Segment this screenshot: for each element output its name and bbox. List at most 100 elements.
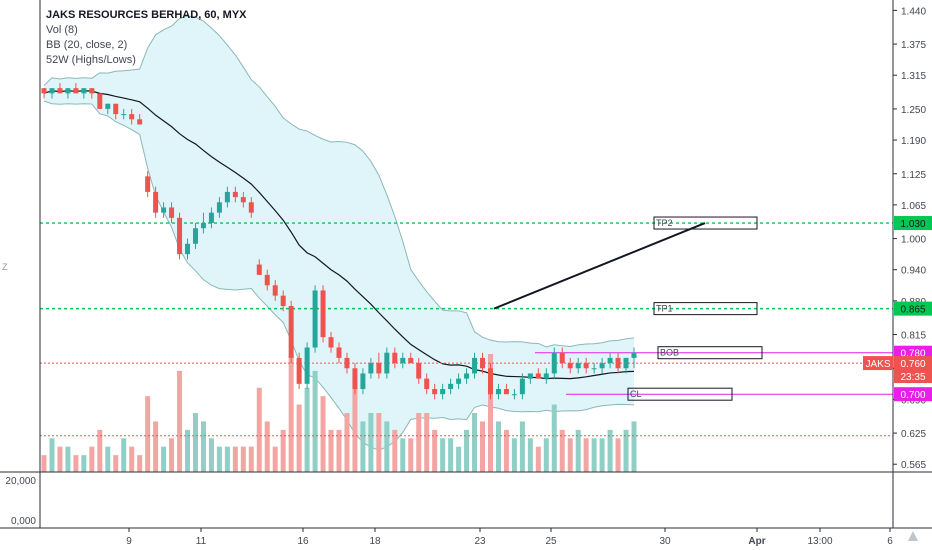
candle-body [631, 352, 637, 358]
candle-body [464, 373, 470, 379]
volume-bar [312, 370, 318, 472]
candle-body [81, 88, 87, 94]
legend-bollinger[interactable]: BB (20, close, 2) [46, 39, 128, 51]
volume-bar [519, 421, 525, 472]
candle-body [137, 119, 143, 125]
volume-bar [543, 438, 549, 472]
zoom-icon[interactable]: Z [2, 262, 8, 272]
volume-bar [392, 429, 398, 472]
volume-bar [185, 429, 191, 472]
price-tick-label: 1.315 [901, 71, 926, 82]
volume-bar [615, 438, 621, 472]
candle-body [200, 223, 206, 229]
legend-52w[interactable]: 52W (Highs/Lows) [46, 54, 136, 66]
volume-bar [296, 404, 302, 472]
price-label-bg [894, 356, 932, 371]
volume-bar [416, 413, 422, 472]
time-tick-label: 23 [474, 536, 486, 547]
time-tick-label: 13:00 [807, 536, 832, 547]
candle-body [583, 363, 589, 369]
candle-body [623, 357, 629, 369]
annotation-box [657, 346, 763, 360]
legend-volume[interactable]: Vol (8) [46, 24, 78, 36]
candle-body [368, 363, 374, 374]
candle-body [264, 274, 270, 286]
candle-body [495, 389, 501, 395]
volume-bar [49, 438, 55, 472]
candle-body [503, 389, 509, 395]
tradingview-logo-icon [908, 531, 918, 541]
volume-bar [97, 429, 103, 472]
price-label-bg [894, 216, 932, 231]
volume-bar [567, 438, 573, 472]
volume-bar [137, 455, 143, 472]
candle-body [376, 363, 382, 374]
volume-bar [41, 455, 47, 472]
volume-tick-label: 20,000 [5, 476, 36, 487]
price-label: 0.865 [900, 305, 925, 316]
volume-bar [599, 438, 605, 472]
volume-bar [73, 455, 79, 472]
symbol-label: JAKS [865, 359, 890, 370]
volume-bar [105, 446, 111, 472]
annotation-box [627, 387, 733, 401]
volume-bar [304, 387, 310, 472]
candle-body [400, 357, 406, 364]
volume-bar [400, 438, 406, 472]
volume-bar [535, 446, 541, 472]
candle-body [97, 93, 103, 109]
price-label: 1.030 [900, 219, 925, 230]
volume-bar [559, 429, 565, 472]
drawings[interactable]: TP2 TP1 BOB CL [493, 216, 763, 401]
candle-body [472, 357, 478, 374]
price-label-bg [894, 387, 932, 402]
volume-bar [216, 446, 222, 472]
candle-body [73, 88, 79, 94]
candle-body [591, 368, 597, 370]
volume-bar [169, 438, 175, 472]
candle-body [344, 357, 350, 369]
candle-body [272, 285, 278, 296]
candle-body [559, 352, 565, 364]
volume-bar [272, 446, 278, 472]
price-tick-label: 1.250 [901, 105, 926, 116]
candle-body [177, 217, 183, 255]
candle-body [169, 207, 175, 218]
annotation-label: CL [630, 389, 642, 399]
volume-bar [208, 438, 214, 472]
price-tick-label: 1.065 [901, 201, 926, 212]
candle-body [41, 88, 47, 94]
candle-body [153, 191, 159, 213]
candle-body [408, 357, 414, 364]
time-tick-label: Apr [748, 536, 765, 547]
annotation-box [653, 216, 758, 230]
candle-body [89, 88, 95, 94]
candle-body [121, 114, 127, 116]
volume-bar [328, 429, 334, 472]
volume-bar [384, 421, 390, 472]
volume-bar [456, 446, 462, 472]
price-label-bg [894, 301, 932, 316]
volume-bar [177, 370, 183, 472]
volume-bar [81, 455, 87, 472]
volume-bar [288, 354, 294, 472]
volume-bar [487, 354, 493, 472]
time-tick-label: 6 [887, 536, 893, 547]
price-tick-label: 0.565 [901, 460, 926, 471]
candle-body [456, 378, 462, 384]
volume-bar [153, 421, 159, 472]
candle-body [384, 352, 390, 374]
candle-body [519, 378, 525, 395]
price-tick-label: 1.190 [901, 136, 926, 147]
candle-body [480, 357, 486, 369]
candle-body [65, 88, 71, 94]
volume-bar [240, 446, 246, 472]
price-tick-label: 0.625 [901, 429, 926, 440]
volume-bar [161, 446, 167, 472]
bollinger-bands [43, 15, 635, 451]
volume-bar [264, 421, 270, 472]
candle-body [49, 88, 55, 94]
candle-body [208, 212, 214, 224]
